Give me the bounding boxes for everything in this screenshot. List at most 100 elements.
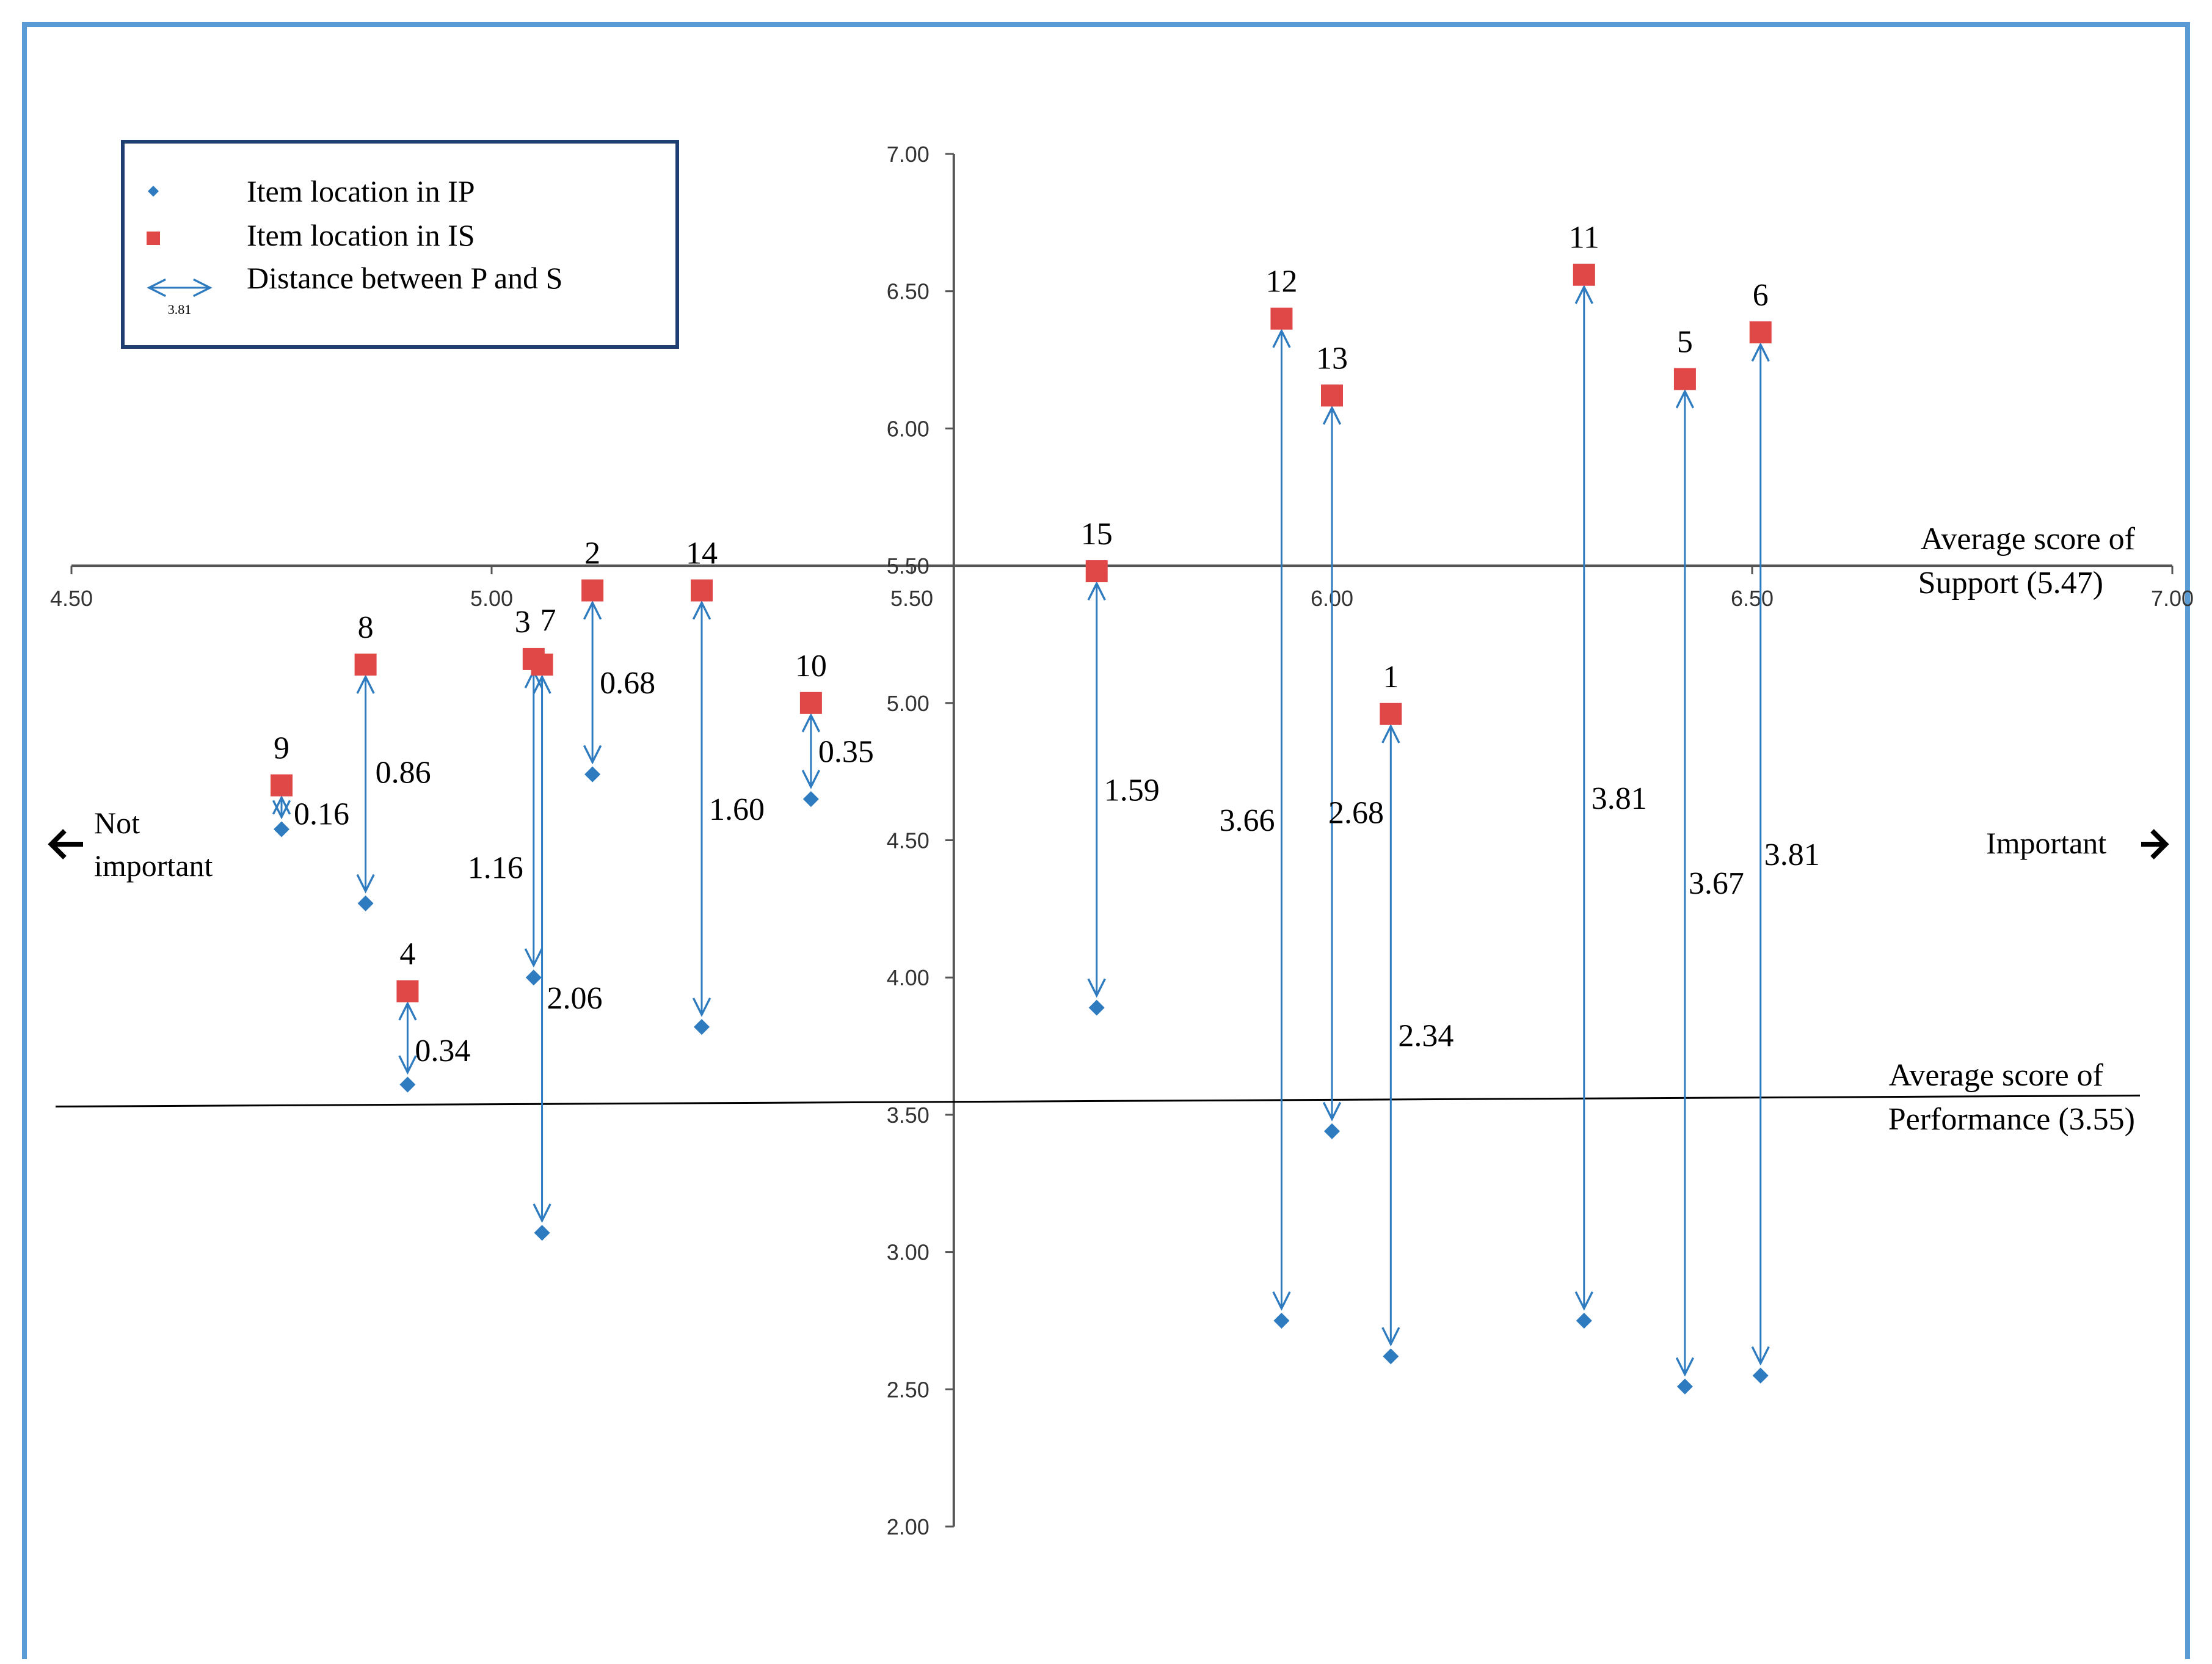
gap-arrows (282, 287, 1761, 1374)
gap-value-label: 2.06 (547, 981, 603, 1016)
is-point (271, 774, 293, 797)
ip-point (525, 969, 542, 986)
legend-is-label: Item location in IS (247, 218, 475, 252)
item-number-label: 9 (274, 731, 289, 766)
y-tick-label: 6.00 (887, 416, 930, 441)
legend-box (121, 140, 679, 349)
not-important-line1: Not (94, 806, 140, 840)
item-number-label: 5 (1677, 325, 1693, 360)
ip-point (1324, 1123, 1340, 1139)
item-number-label: 13 (1316, 341, 1348, 376)
ip-point (1676, 1378, 1693, 1395)
gap-value-label: 0.34 (415, 1034, 470, 1068)
x-tick-label: 6.50 (1731, 586, 1774, 611)
legend-diamond-icon (148, 186, 159, 197)
is-point (1573, 263, 1595, 286)
item-number-label: 14 (686, 536, 718, 571)
is-point (581, 579, 604, 602)
ip-point (1576, 1312, 1592, 1329)
gap-value-label: 0.35 (818, 734, 874, 769)
x-axis: 4.50 5.00 5.50 6.00 6.50 7.00 (50, 564, 2194, 611)
is-point (691, 579, 713, 602)
performance-average-line (55, 1094, 2141, 1108)
gap-value-label: 0.86 (376, 755, 431, 790)
item-number-label: 11 (1569, 221, 1599, 255)
item-number-label: 1 (1383, 660, 1399, 695)
gap-value-label: 3.81 (1592, 781, 1647, 816)
not-important-line2: important (94, 848, 213, 883)
x-tick-label: 7.00 (2151, 586, 2194, 611)
item-number-label: 12 (1265, 265, 1297, 299)
is-point (1673, 368, 1696, 390)
is-point (1380, 702, 1402, 725)
gap-value-label: 0.68 (600, 666, 655, 701)
gap-value-label: 1.16 (468, 851, 523, 886)
ip-point (399, 1076, 416, 1093)
x-tick-label: 5.00 (470, 586, 513, 611)
chart-frame: 4.50 5.00 5.50 6.00 6.50 7.00 2.00 2.50 3.00 3.5… (22, 22, 2194, 1659)
x-tick-label: 5.50 (890, 586, 933, 611)
ip-point (802, 791, 819, 808)
legend-square-icon (147, 232, 160, 245)
support-average-label: Average score of Support (5.47) (1918, 522, 2136, 600)
is-point (354, 653, 377, 676)
gap-value-label: 2.68 (1328, 796, 1384, 831)
legend-distance-label: Distance between P and S (247, 261, 562, 295)
ip-point (357, 895, 374, 911)
performance-average-label: Average score of Performance (3.55) (1888, 1058, 2135, 1137)
y-tick-label: 6.50 (887, 279, 930, 304)
right-arrow-icon (2141, 829, 2169, 859)
gap-labels: 2.34 0.68 1.16 0.34 3.67 3.81 2.06 0.86 0.16 0.35… (294, 666, 1820, 1068)
ip-point (1088, 999, 1105, 1016)
item-number-label: 8 (358, 610, 374, 645)
y-tick-label: 3.50 (887, 1103, 930, 1128)
is-point (1085, 560, 1108, 583)
important-label: Important (1986, 826, 2106, 860)
important-annotation: Important (1986, 826, 2169, 860)
item-number-label: 3 (515, 605, 531, 640)
gap-value-label: 3.67 (1689, 866, 1744, 901)
is-series (271, 263, 1772, 1002)
gap-value-label: 0.16 (294, 797, 349, 832)
y-axis: 2.00 2.50 3.00 3.50 4.00 4.50 5.00 5.50 6.00 6.50… (887, 142, 955, 1539)
y-tick-label: 2.50 (887, 1377, 930, 1402)
item-number-label: 2 (584, 536, 600, 571)
gap-value-label: 3.66 (1219, 803, 1275, 838)
item-number-label: 15 (1081, 517, 1113, 552)
item-number-label: 4 (399, 937, 415, 972)
ip-point (1383, 1348, 1399, 1365)
item-number-label: 7 (540, 603, 556, 638)
y-tick-label: 5.50 (887, 553, 930, 578)
legend: Item location in IP Item location in IS … (121, 140, 679, 349)
y-tick-label: 4.00 (887, 965, 930, 990)
is-point (396, 980, 419, 1002)
ip-point (274, 821, 289, 837)
gap-value-label: 3.81 (1764, 837, 1820, 872)
is-point (531, 653, 553, 676)
legend-arrow-sample-value: 3.81 (168, 302, 192, 317)
is-point (1270, 307, 1293, 330)
ip-series (274, 766, 1769, 1395)
is-point (1749, 321, 1772, 344)
y-tick-label: 2.00 (887, 1514, 930, 1539)
ip-point (1273, 1312, 1290, 1329)
ip-point (534, 1225, 550, 1241)
support-label-line2: Support (5.47) (1918, 566, 2103, 600)
y-tick-label: 7.00 (887, 142, 930, 167)
left-arrow-icon (48, 829, 83, 859)
ip-is-scatter-chart: 4.50 5.00 5.50 6.00 6.50 7.00 2.00 2.50 3.00 3.5… (48, 140, 2194, 1539)
support-label-line1: Average score of (1921, 522, 2136, 556)
performance-label-line1: Average score of (1889, 1058, 2104, 1093)
ip-point (584, 766, 601, 783)
performance-label-line2: Performance (3.55) (1888, 1102, 2135, 1137)
ip-point (1752, 1367, 1769, 1384)
item-number-label: 6 (1753, 278, 1769, 313)
legend-ip-label: Item location in IP (247, 174, 475, 208)
is-point (1321, 384, 1343, 407)
gap-value-label: 2.34 (1398, 1019, 1453, 1054)
not-important-annotation: Not important (48, 806, 213, 883)
ip-point (694, 1019, 710, 1035)
item-number-label: 10 (795, 649, 827, 684)
y-tick-label: 4.50 (887, 828, 930, 853)
